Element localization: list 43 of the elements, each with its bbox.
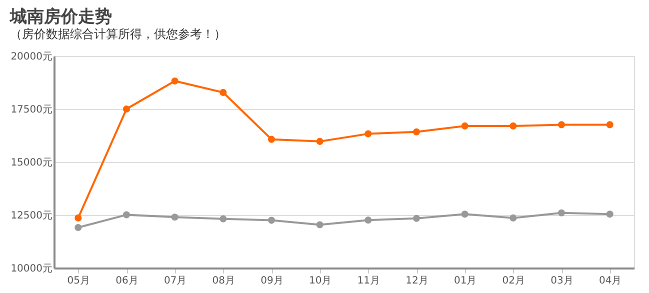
point: [122, 211, 130, 218]
point: [171, 77, 178, 85]
y-tick-label: 15000元: [10, 158, 52, 168]
x-tick-label: 08月: [212, 276, 236, 286]
point: [268, 216, 276, 224]
x-tick-label: 12月: [406, 276, 428, 286]
point: [412, 214, 420, 222]
point: [558, 209, 566, 216]
point: [606, 121, 614, 128]
point: [510, 122, 517, 130]
point: [220, 215, 227, 222]
point: [364, 216, 372, 224]
point: [171, 214, 178, 221]
x-tick-label: 09月: [260, 276, 284, 286]
point: [74, 214, 82, 222]
y-tick-label: 17500元: [10, 104, 52, 116]
chart-title: 城南房价走势: [9, 7, 112, 27]
point: [606, 210, 614, 218]
y-tick-label: 12500元: [10, 210, 52, 222]
point: [316, 221, 324, 228]
x-tick-label: 03月: [550, 276, 574, 286]
x-tick-label: 10月: [308, 276, 332, 286]
y-tick-label: 20000元: [10, 52, 52, 62]
x-tick-label: 02月: [502, 276, 526, 286]
point: [412, 128, 420, 136]
point: [74, 224, 82, 232]
x-tick-label: 07月: [164, 276, 187, 286]
point: [461, 210, 468, 218]
x-tick-label: 01月: [454, 276, 477, 286]
x-tick-label: 06月: [116, 276, 138, 286]
point: [364, 130, 372, 138]
x-tick-label: 11月: [357, 276, 380, 286]
point: [220, 88, 227, 96]
x-tick-label: 04月: [598, 276, 622, 286]
point: [510, 214, 517, 222]
point: [316, 138, 324, 145]
point: [558, 121, 566, 128]
x-tick-label: 05月: [67, 276, 90, 286]
point: [268, 136, 276, 143]
y-tick-label: 10000元: [10, 264, 52, 274]
point: [461, 122, 468, 130]
point: [122, 105, 130, 113]
chart-subtitle: （房价数据综合计算所得，供您参考！）: [10, 27, 226, 41]
